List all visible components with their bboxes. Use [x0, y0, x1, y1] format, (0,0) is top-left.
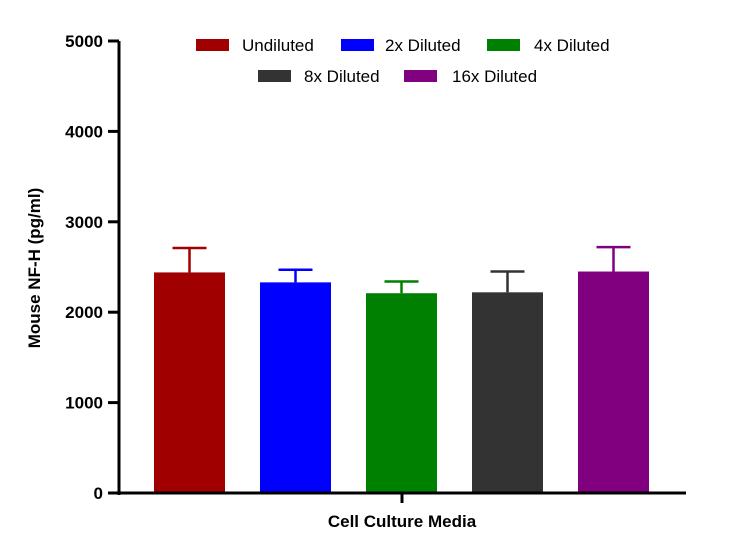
bar	[366, 293, 437, 493]
bars-group	[154, 271, 649, 493]
legend-swatch	[341, 39, 374, 51]
y-axis-title: Mouse NF-H (pg/ml)	[25, 188, 44, 349]
axes-group	[117, 41, 686, 503]
legend: Undiluted 2x Diluted 4x Diluted 8x Diluted 1…	[196, 36, 610, 86]
y-tick-label: 4000	[65, 122, 103, 141]
legend-label: 16x Diluted	[452, 67, 537, 86]
bar	[260, 282, 331, 493]
bar	[154, 272, 225, 493]
legend-swatch	[258, 70, 291, 82]
legend-swatch	[487, 39, 520, 51]
legend-label: 8x Diluted	[304, 67, 380, 86]
error-bars-group	[172, 245, 631, 294]
legend-swatch	[196, 39, 229, 51]
legend-label: 2x Diluted	[385, 36, 461, 55]
y-tick-label: 5000	[65, 32, 103, 51]
legend-label: 4x Diluted	[534, 36, 610, 55]
legend-label: Undiluted	[242, 36, 314, 55]
bar	[578, 271, 649, 493]
y-tick-label: 1000	[65, 394, 103, 413]
y-tick-label: 0	[94, 484, 103, 503]
x-axis-title: Cell Culture Media	[328, 512, 477, 531]
y-ticks-group: 0 1000 2000 3000 4000 5000	[65, 32, 119, 503]
y-tick-label: 2000	[65, 303, 103, 322]
legend-swatch	[404, 70, 437, 82]
y-tick-label: 3000	[65, 213, 103, 232]
bar	[472, 292, 543, 493]
